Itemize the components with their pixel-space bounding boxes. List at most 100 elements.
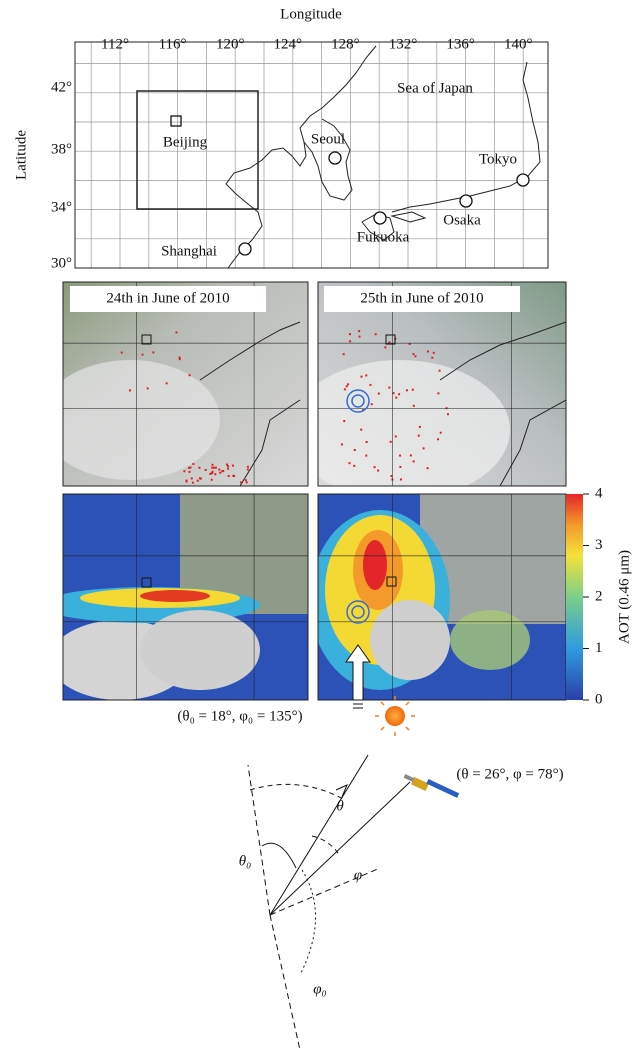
arrow-tail [353, 700, 363, 708]
fire-dot [440, 432, 442, 434]
fire-dot [399, 455, 401, 457]
fire-dot [197, 480, 199, 482]
fire-dot [406, 389, 408, 391]
lon-tick-label: 116° [159, 36, 187, 52]
fire-dot [199, 477, 201, 479]
fire-dot [346, 385, 348, 387]
fire-dot [359, 336, 361, 338]
fire-dot [227, 468, 229, 470]
satellite-image [40, 282, 308, 486]
fire-dot [188, 471, 190, 473]
fire-dot [395, 435, 397, 437]
fire-dot [152, 351, 154, 353]
fire-dot [232, 465, 234, 467]
fire-dot [214, 473, 216, 475]
colorbar-label: AOT (0.46 μm) [616, 550, 632, 644]
fire-dot [433, 352, 435, 354]
fire-dot [353, 465, 355, 467]
fire-dot [360, 376, 362, 378]
city-marker [517, 174, 529, 186]
fire-dot [399, 466, 401, 468]
fire-dot [192, 482, 194, 484]
fire-dot [358, 330, 360, 332]
fire-dot [245, 479, 247, 481]
aot-image [310, 494, 566, 700]
figure: Longitude Latitude Beijing Seoul Tokyo O… [0, 0, 639, 1059]
fire-dot [384, 346, 386, 348]
fire-dot [219, 472, 221, 474]
fire-dot [232, 475, 234, 477]
city-marker [329, 152, 341, 164]
panel-title: 24th in June of 2010 [106, 290, 229, 306]
fire-dot [374, 466, 376, 468]
fire-dot [247, 468, 249, 470]
satellite [404, 774, 460, 798]
x-axis-label: Longitude [280, 6, 342, 22]
fire-dot [413, 460, 415, 462]
city-marker [239, 243, 251, 255]
fire-dot [191, 477, 193, 479]
fire-dot [414, 355, 416, 357]
fire-dot [427, 467, 429, 469]
fire-dot [166, 382, 168, 384]
fire-dot [228, 475, 230, 477]
coastline [226, 46, 376, 268]
angle-label: φ₀ [313, 981, 327, 997]
fire-dot [183, 470, 185, 472]
city-marker [460, 195, 472, 207]
fire-dot [412, 389, 414, 391]
fire-dot [427, 350, 429, 352]
fire-dot [215, 467, 217, 469]
coastline [392, 212, 425, 222]
fire-dot [410, 454, 412, 456]
colorbar-tick-label: 3 [595, 537, 603, 553]
fire-dot [211, 467, 213, 469]
fire-dot [377, 470, 379, 472]
city-label: Osaka [443, 212, 481, 228]
colorbar [566, 494, 583, 700]
lon-tick-label: 120° [216, 36, 245, 52]
fire-dot [247, 466, 249, 468]
fire-dot [349, 333, 351, 335]
colorbar-tick-label: 0 [595, 691, 603, 707]
satellite-angles: (θ = 26°, φ = 78°) [456, 766, 563, 782]
lat-tick-label: 30° [51, 255, 72, 271]
fire-dot [175, 331, 177, 333]
sun [375, 696, 415, 736]
fire-dot [190, 466, 192, 468]
fire-dot [378, 393, 380, 395]
lon-tick-label: 140° [504, 36, 533, 52]
lat-tick-label: 34° [51, 199, 72, 215]
fire-dot [192, 463, 194, 465]
map-grid [75, 42, 548, 268]
lon-tick-label: 112° [101, 36, 129, 52]
angle-label: θ [336, 798, 344, 814]
fire-dot [375, 333, 377, 335]
fire-dot [388, 387, 390, 389]
fire-dot [439, 370, 441, 372]
fire-dot [344, 388, 346, 390]
fire-dot [142, 354, 144, 356]
fire-dot [418, 435, 420, 437]
fire-dot [213, 467, 215, 469]
colorbar-tick-label: 4 [595, 485, 603, 501]
city-marker [374, 212, 386, 224]
fire-dot [400, 478, 402, 480]
fire-dot [189, 374, 191, 376]
angle-diagram [248, 755, 410, 1050]
fire-dot [240, 481, 242, 483]
fire-dot [218, 469, 220, 471]
fire-dot [222, 470, 224, 472]
lon-tick-label: 136° [446, 36, 475, 52]
fire-dot [437, 392, 439, 394]
fire-dot [341, 443, 343, 445]
fire-dot [360, 429, 362, 431]
fire-dot [437, 438, 439, 440]
fire-dot [354, 449, 356, 451]
satellite-image [290, 282, 566, 500]
fire-dot [227, 465, 229, 467]
lon-tick-label: 132° [389, 36, 418, 52]
angle-label: φ [354, 867, 362, 883]
fire-dot [413, 405, 415, 407]
fire-dot [398, 393, 400, 395]
